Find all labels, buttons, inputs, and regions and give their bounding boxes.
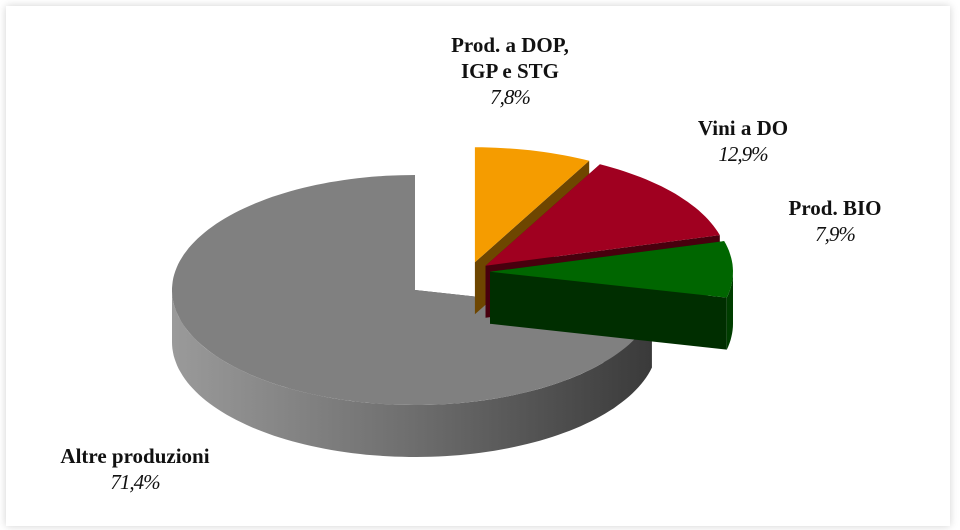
slice-top xyxy=(490,241,733,298)
category-name: Prod. BIO xyxy=(788,196,882,220)
category-name: Vini a DO xyxy=(697,116,789,140)
category-name: Altre produzioni xyxy=(60,444,210,468)
slice-label: Prod. a DOP, IGP e STG 7,8% xyxy=(438,32,583,110)
value-label: 71,4% xyxy=(110,470,160,494)
slice-side xyxy=(172,290,652,457)
slice-label: Altre produzioni 71,4% xyxy=(60,443,209,495)
value-label: 7,9% xyxy=(815,222,856,246)
slice-label: Vini a DO 12,9% xyxy=(698,115,788,167)
value-label: 7,8% xyxy=(490,85,531,109)
value-label: 12,9% xyxy=(718,142,768,166)
slice-wall xyxy=(490,271,727,350)
slice-top xyxy=(485,164,720,266)
category-name: Prod. a DOP, IGP e STG xyxy=(451,33,569,83)
slice xyxy=(490,241,733,350)
slice-top xyxy=(172,175,652,405)
slice xyxy=(172,175,652,457)
slice-label: Prod. BIO 7,9% xyxy=(789,195,882,247)
slice-top xyxy=(474,147,590,263)
slice-side xyxy=(726,271,733,350)
